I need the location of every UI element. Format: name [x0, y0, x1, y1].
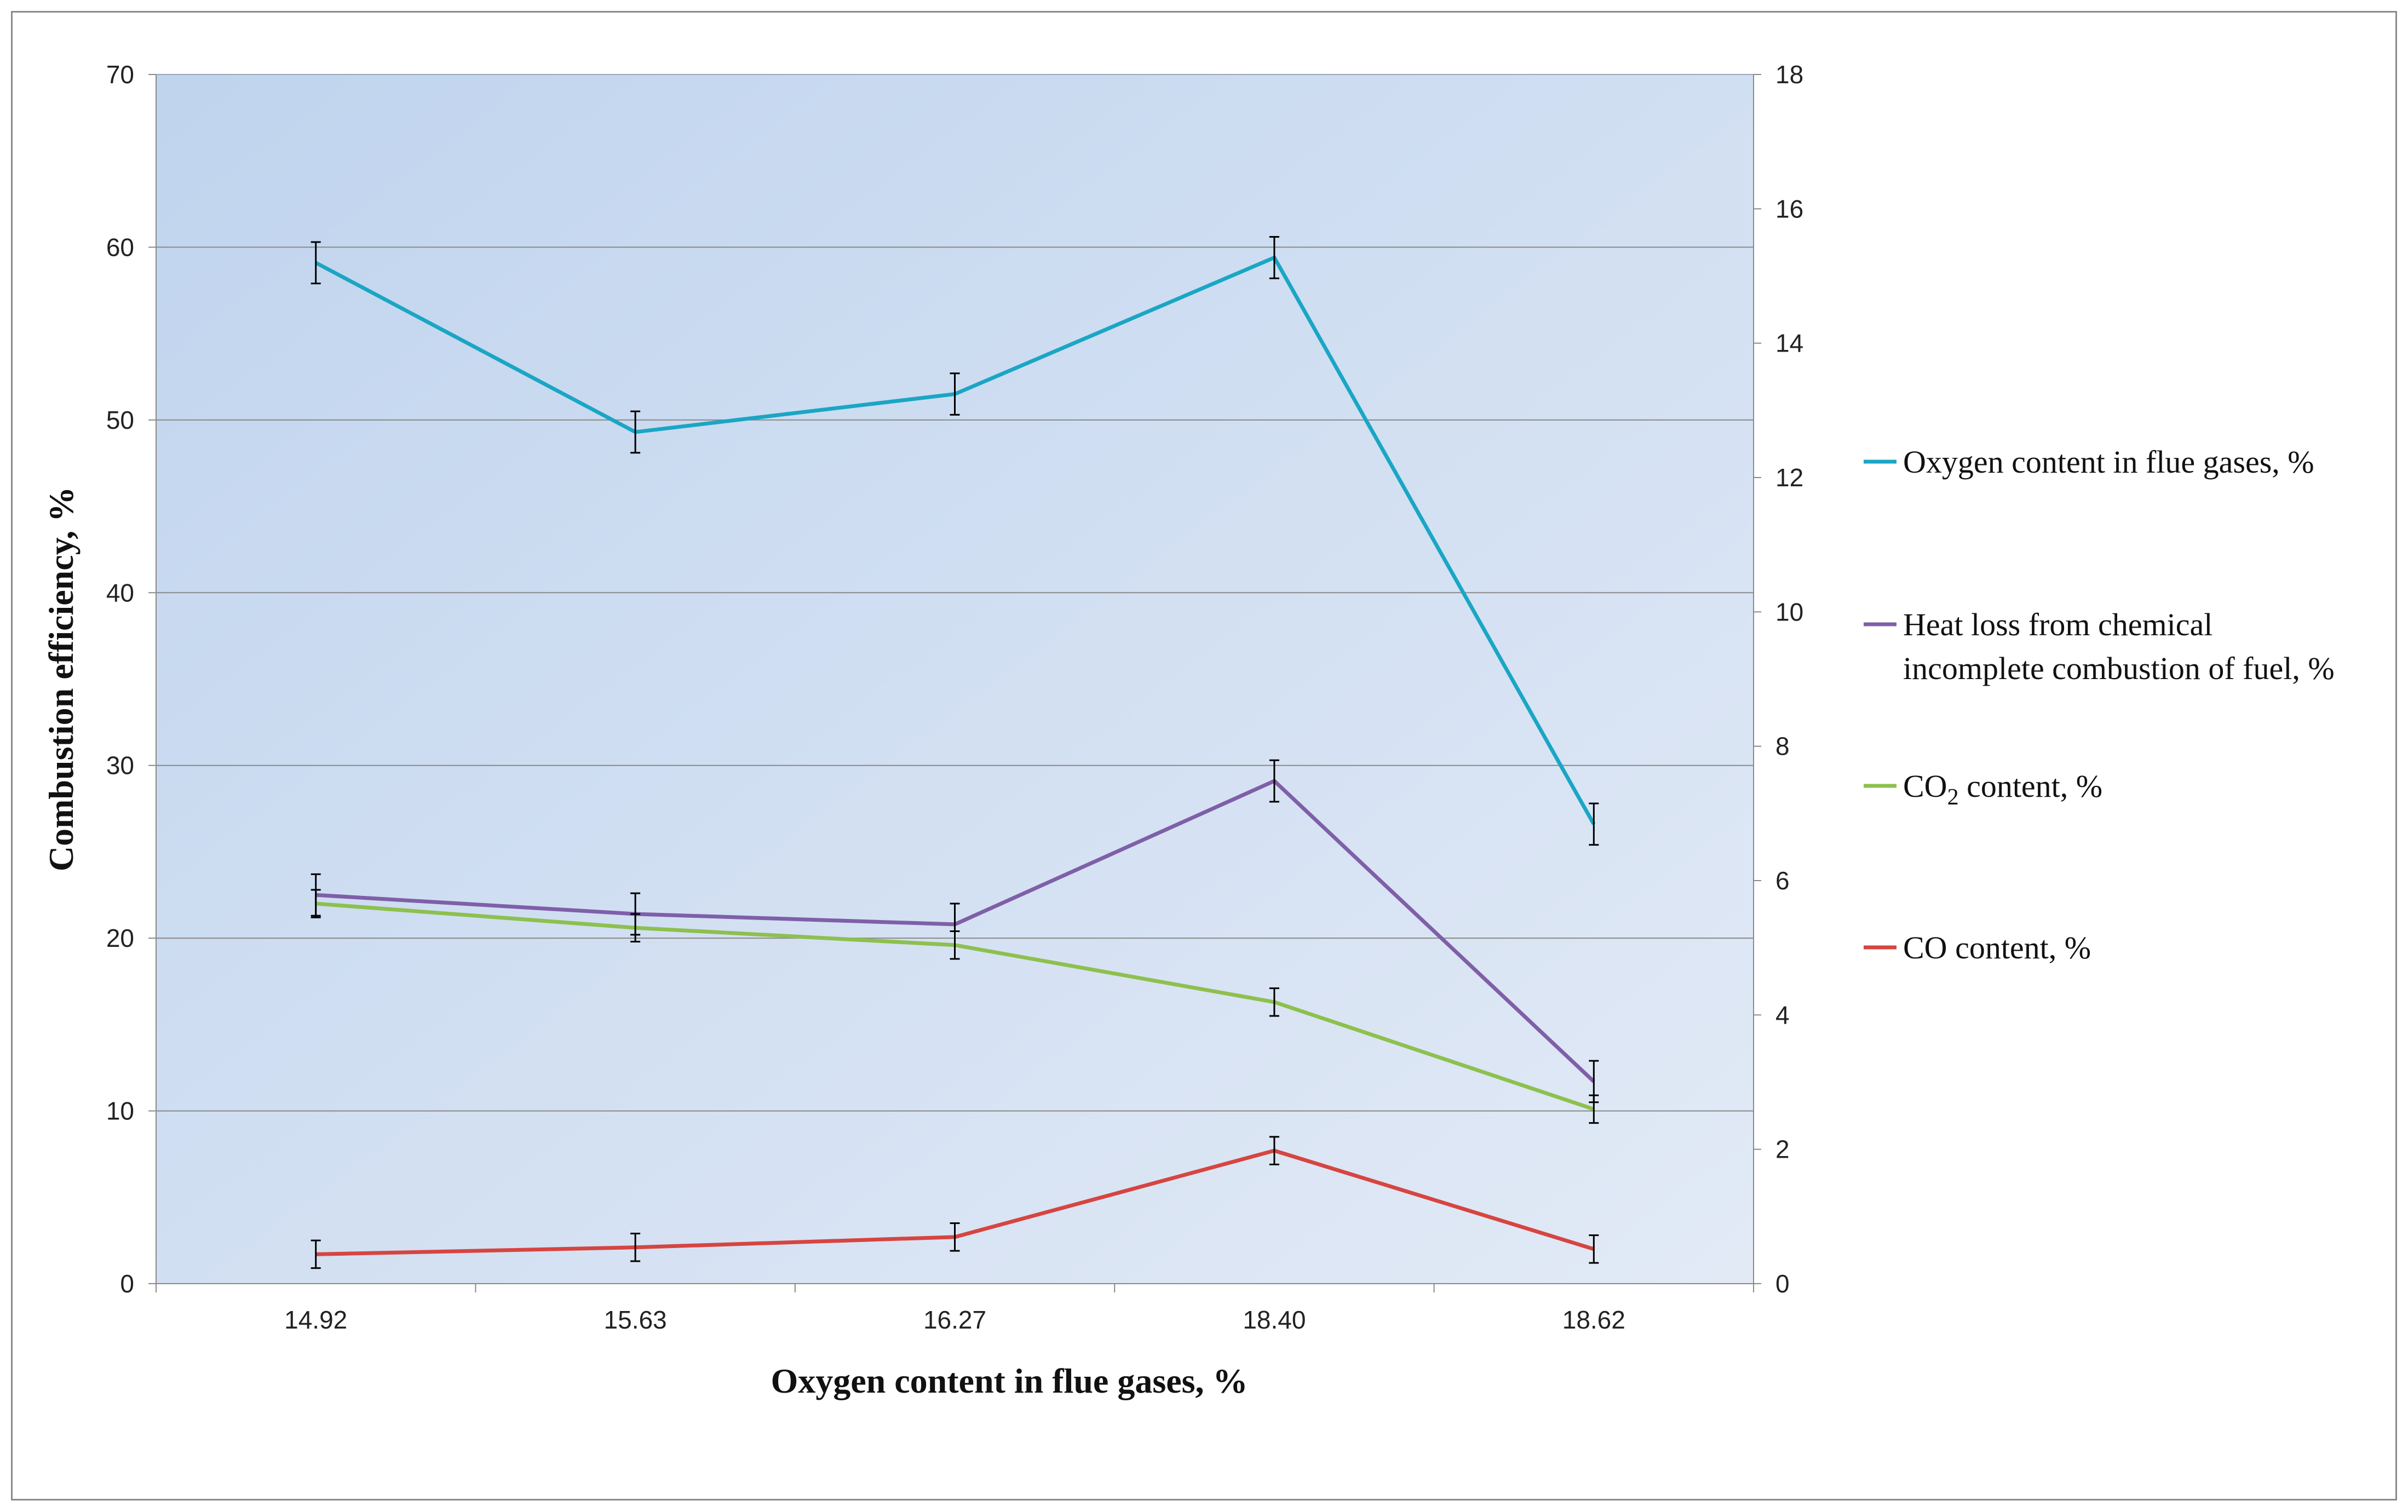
right-tick-label-0: 0: [1775, 1269, 1790, 1298]
legend-label-heat-loss-line2: incomplete combustion of fuel, %: [1903, 651, 2335, 686]
left-tick-label-70: 70: [106, 60, 134, 89]
error-bar-0-3: [1269, 236, 1279, 279]
x-tick-label-14.92: 14.92: [284, 1306, 347, 1334]
left-tick-label-20: 20: [106, 924, 134, 952]
right-tick-label-12: 12: [1775, 463, 1803, 492]
error-bar-2-2: [950, 930, 960, 960]
left-tick-label-60: 60: [106, 233, 134, 261]
x-tick-label-15.63: 15.63: [604, 1306, 667, 1334]
legend-label-heat-loss-line1: Heat loss from chemical: [1903, 607, 2212, 642]
right-tick-label-14: 14: [1775, 329, 1803, 358]
right-tick-label-4: 4: [1775, 1001, 1790, 1029]
series-3: [311, 1136, 1599, 1269]
left-tick-label-50: 50: [106, 406, 134, 434]
x-tick-label-16.27: 16.27: [923, 1306, 986, 1334]
error-bar-0-1: [630, 410, 641, 454]
x-axis: 14.92 15.63 16.27 18.40 18.62: [156, 1283, 1754, 1334]
legend-label-oxygen: Oxygen content in flue gases, %: [1903, 444, 2314, 480]
right-tick-label-2: 2: [1775, 1135, 1790, 1164]
legend-co2-subscript: 2: [1947, 785, 1959, 810]
left-tick-label-0: 0: [120, 1269, 134, 1298]
error-bar-2-3: [1269, 987, 1279, 1017]
legend-label-co2: CO2 content, %: [1903, 768, 2102, 810]
error-bar-0-2: [950, 372, 960, 416]
error-bar-2-0: [311, 889, 321, 918]
left-tick-label-40: 40: [106, 578, 134, 607]
legend-item-oxygen: Oxygen content in flue gases, %: [1864, 444, 2314, 480]
error-bar-0-0: [311, 241, 321, 285]
right-tick-label-6: 6: [1775, 866, 1790, 895]
error-bar-3-3: [1269, 1136, 1279, 1165]
right-tick-label-16: 16: [1775, 194, 1803, 223]
right-tick-label-8: 8: [1775, 732, 1790, 761]
error-bar-2-1: [630, 913, 641, 942]
left-tick-label-30: 30: [106, 751, 134, 780]
error-bar-1-3: [1269, 759, 1279, 803]
error-bar-3-1: [630, 1233, 641, 1262]
error-bar-3-2: [950, 1222, 960, 1252]
legend-co2-main: CO: [1903, 768, 1947, 804]
left-y-axis: 0 10 20 30 40 50 60 70: [106, 60, 157, 1298]
chart-frame: 0 10 20 30 40 50 60 70 0 2 4 6 8 10 12 14 16 18 14.92 15.…: [11, 11, 2397, 1500]
error-bar-3-4: [1589, 1234, 1599, 1264]
line-chart: 0 10 20 30 40 50 60 70 0 2 4 6 8 10 12 14 16 18 14.92 15.…: [42, 60, 2335, 1400]
error-bar-0-4: [1589, 802, 1599, 846]
y-axis-title: Combustion efficiency, %: [42, 487, 81, 871]
series-0: [311, 236, 1599, 846]
legend-item-co2: CO2 content, %: [1864, 768, 2102, 810]
legend-item-heat-loss: Heat loss from chemical incomplete combu…: [1864, 607, 2335, 686]
legend-co2-rest: content, %: [1959, 768, 2103, 804]
legend-label-co: CO content, %: [1903, 930, 2091, 965]
x-tick-label-18.62: 18.62: [1562, 1306, 1625, 1334]
legend: Oxygen content in flue gases, % Heat los…: [1864, 444, 2335, 965]
x-tick-label-18.40: 18.40: [1243, 1306, 1306, 1334]
left-tick-label-10: 10: [106, 1097, 134, 1125]
legend-item-co: CO content, %: [1864, 930, 2091, 965]
error-bar-3-0: [311, 1239, 321, 1269]
right-tick-label-18: 18: [1775, 60, 1803, 89]
plot-area: [156, 74, 1754, 1284]
right-y-axis: 0 2 4 6 8 10 12 14 16 18: [1753, 60, 1803, 1298]
series-layer: [311, 236, 1599, 1269]
right-tick-label-10: 10: [1775, 597, 1803, 626]
x-axis-title: Oxygen content in flue gases, %: [771, 1361, 1248, 1400]
series-2: [311, 889, 1599, 1124]
error-bar-2-4: [1589, 1094, 1599, 1124]
